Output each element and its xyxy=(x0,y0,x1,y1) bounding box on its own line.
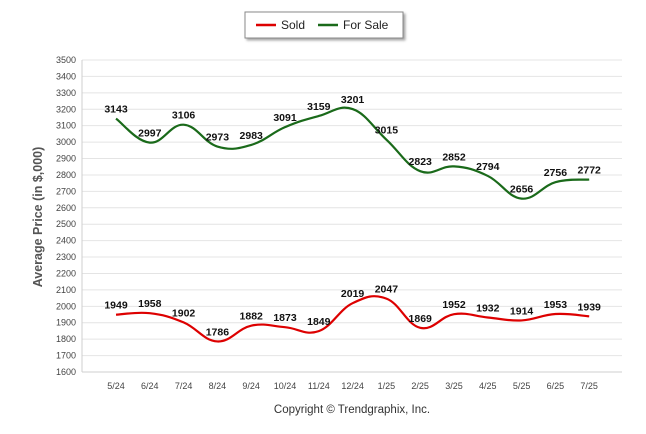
data-label-for-sale: 3015 xyxy=(375,125,399,137)
data-label-sold: 1882 xyxy=(240,311,264,323)
copyright-text: Copyright © Trendgraphix, Inc. xyxy=(274,404,430,416)
y-tick-label: 2600 xyxy=(56,203,76,213)
x-tick-label: 7/25 xyxy=(580,381,598,391)
data-label-sold: 1949 xyxy=(104,300,128,312)
y-tick-label: 2700 xyxy=(56,186,76,196)
data-label-for-sale: 2772 xyxy=(578,165,602,177)
data-label-sold: 1958 xyxy=(138,298,162,310)
gridlines xyxy=(81,59,622,373)
data-label-for-sale: 2997 xyxy=(138,128,162,140)
y-tick-label: 2500 xyxy=(56,219,76,229)
series-line-sold xyxy=(115,295,590,343)
x-tick-label: 8/24 xyxy=(209,381,227,391)
y-tick-label: 2100 xyxy=(56,285,76,295)
y-tick-label: 2900 xyxy=(56,154,76,164)
data-label-sold: 1932 xyxy=(476,302,500,314)
data-label-sold: 1849 xyxy=(307,316,331,328)
data-label-for-sale: 3106 xyxy=(172,110,196,122)
x-tick-label: 3/25 xyxy=(445,381,463,391)
y-tick-label: 2400 xyxy=(56,236,76,246)
x-axis-ticks: 5/24 6/24 7/24 8/24 9/24 10/24 11/24 12/24 1/25 2… xyxy=(107,381,598,391)
data-label-for-sale: 2794 xyxy=(476,161,500,173)
y-tick-label: 2200 xyxy=(56,268,76,278)
data-label-sold: 2019 xyxy=(341,288,365,300)
data-label-sold: 2047 xyxy=(375,284,399,296)
y-tick-label: 1600 xyxy=(56,367,76,377)
data-label-for-sale: 2983 xyxy=(240,130,264,142)
y-tick-label: 2800 xyxy=(56,170,76,180)
y-tick-label: 3200 xyxy=(56,104,76,114)
y-tick-label: 1900 xyxy=(56,318,76,328)
data-label-sold: 1952 xyxy=(442,299,466,311)
x-tick-label: 5/25 xyxy=(513,381,531,391)
x-tick-label: 10/24 xyxy=(274,381,297,391)
y-tick-label: 1700 xyxy=(56,351,76,361)
data-label-for-sale: 2756 xyxy=(544,167,568,179)
legend-label-for-sale: For Sale xyxy=(343,18,389,32)
data-label-sold: 1939 xyxy=(578,301,602,313)
data-label-for-sale: 2656 xyxy=(510,184,534,196)
data-label-for-sale: 3143 xyxy=(104,104,128,116)
data-label-sold: 1902 xyxy=(172,307,196,319)
data-label-for-sale: 3159 xyxy=(307,101,331,113)
data-label-for-sale: 2823 xyxy=(409,156,433,168)
x-tick-label: 9/24 xyxy=(242,381,260,391)
data-label-sold: 1953 xyxy=(544,299,568,311)
y-axis-ticks: 1600 1700 1800 1900 2000 2100 2200 2300 2400 2500… xyxy=(56,55,76,377)
x-tick-label: 6/24 xyxy=(141,381,159,391)
y-tick-label: 2300 xyxy=(56,252,76,262)
series-line-for-sale xyxy=(115,106,590,200)
data-label-for-sale: 2973 xyxy=(206,132,230,144)
y-axis-title: Average Price (in $,000) xyxy=(31,147,45,288)
y-tick-label: 3500 xyxy=(56,55,76,65)
data-label-sold: 1786 xyxy=(206,326,230,338)
data-label-sold: 1869 xyxy=(409,313,433,325)
data-labels: 1949 1958 1902 1786 1882 1873 1849 2019 2047 1869… xyxy=(104,94,601,338)
legend: Sold For Sale xyxy=(244,11,404,39)
x-tick-label: 12/24 xyxy=(341,381,364,391)
y-tick-label: 1800 xyxy=(56,334,76,344)
data-label-sold: 1873 xyxy=(273,312,297,324)
data-label-for-sale: 3091 xyxy=(273,112,297,124)
y-tick-label: 3300 xyxy=(56,88,76,98)
data-label-for-sale: 3201 xyxy=(341,94,365,106)
x-tick-label: 11/24 xyxy=(308,381,330,391)
x-tick-label: 1/25 xyxy=(378,381,396,391)
y-tick-label: 3000 xyxy=(56,137,76,147)
series-lines xyxy=(115,106,590,343)
legend-label-sold: Sold xyxy=(281,18,305,32)
x-tick-label: 6/25 xyxy=(547,381,565,391)
y-tick-label: 3100 xyxy=(56,121,76,131)
x-tick-label: 7/24 xyxy=(175,381,193,391)
y-tick-label: 3400 xyxy=(56,71,76,81)
data-label-sold: 1914 xyxy=(510,305,534,317)
y-tick-label: 2000 xyxy=(56,301,76,311)
x-tick-label: 2/25 xyxy=(411,381,429,391)
data-label-for-sale: 2852 xyxy=(442,151,466,163)
x-tick-label: 5/24 xyxy=(107,381,125,391)
x-tick-label: 4/25 xyxy=(479,381,497,391)
